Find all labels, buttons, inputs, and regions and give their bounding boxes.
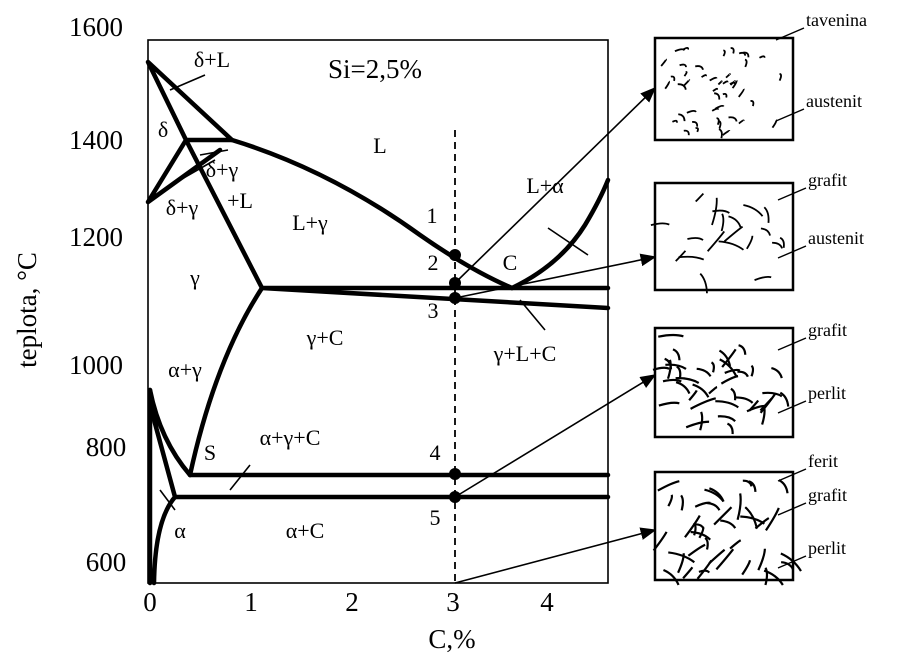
- x-label: C,%: [428, 624, 475, 654]
- point-label: 2: [428, 250, 439, 275]
- micrograph-label: grafit: [808, 485, 847, 505]
- point-labels: 1 2 3 4 5: [427, 203, 441, 530]
- region-label: α: [174, 518, 186, 543]
- y-tick: 1400: [69, 125, 123, 155]
- region-label: L+γ: [292, 210, 328, 235]
- region-label: α+C: [286, 518, 325, 543]
- y-tick: 1200: [69, 222, 123, 252]
- x-tick: 1: [244, 587, 258, 617]
- region-label: γ+C: [306, 325, 344, 350]
- region-label: δ+γ: [166, 195, 199, 220]
- region-label: α+γ: [168, 357, 202, 382]
- annotation: Si=2,5%: [328, 54, 422, 84]
- region-label: δ+γ: [206, 157, 239, 182]
- phase-diagram: 1600 1400 1200 1000 800 600 0 1 2 3 4 C,…: [0, 0, 901, 657]
- arrows: [455, 88, 655, 583]
- micrograph-label: grafit: [808, 170, 847, 190]
- plot-frame: [148, 40, 608, 583]
- page: { "annotation": "Si=2,5%", "axes": { "y_…: [0, 0, 901, 657]
- micrograph-label: perlit: [808, 538, 846, 558]
- micrograph-label: perlit: [808, 383, 846, 403]
- point-label: 4: [430, 440, 441, 465]
- region-label: δ: [158, 117, 168, 142]
- region-label: C: [503, 250, 518, 275]
- region-label: γ: [189, 265, 200, 290]
- x-tick: 0: [143, 587, 157, 617]
- region-label: S: [204, 440, 216, 465]
- y-tick: 800: [86, 432, 127, 462]
- x-tick: 2: [345, 587, 359, 617]
- micrograph-label: ferit: [808, 451, 838, 471]
- y-tick: 600: [86, 547, 127, 577]
- y-label: teplota, °C: [12, 252, 42, 368]
- region-label: γ+L+C: [493, 341, 557, 366]
- micrograph-label: grafit: [808, 320, 847, 340]
- x-tick: 3: [446, 587, 460, 617]
- micrograph-label: austenit: [806, 91, 862, 111]
- region-label: α+γ+C: [260, 425, 321, 450]
- micrograph-label: austenit: [808, 228, 864, 248]
- point-label: 3: [428, 298, 439, 323]
- region-label: +L: [227, 188, 253, 213]
- micrograph-label: tavenina: [806, 10, 867, 30]
- y-tick: 1600: [69, 12, 123, 42]
- point-label: 5: [430, 505, 441, 530]
- x-tick: 4: [540, 587, 554, 617]
- y-tick: 1000: [69, 350, 123, 380]
- region-label: L: [373, 133, 386, 158]
- micrograph-box: [655, 183, 793, 290]
- region-label: L+α: [526, 173, 564, 198]
- labels: 1600 1400 1200 1000 800 600 0 1 2 3 4 C,…: [12, 12, 554, 654]
- point-label: 1: [427, 203, 438, 228]
- micrograph-box: [655, 472, 793, 580]
- region-label: δ+L: [194, 47, 230, 72]
